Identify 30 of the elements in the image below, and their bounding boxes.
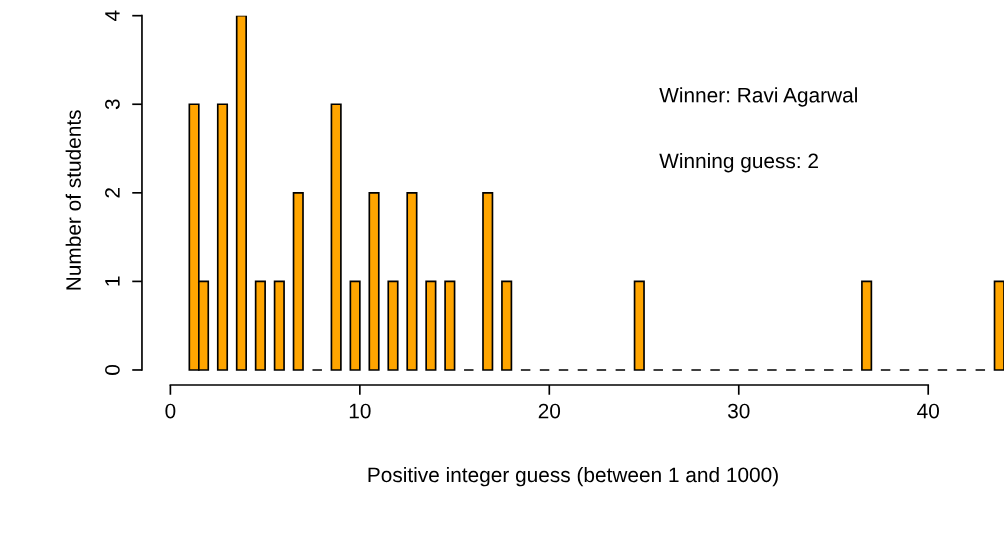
bar <box>273 280 285 371</box>
y-tick-label: 1 <box>105 276 120 286</box>
y-tick-label: 3 <box>105 99 120 110</box>
y-tick-label: 0 <box>105 364 120 375</box>
bar <box>861 280 873 371</box>
bar <box>444 280 456 371</box>
x-tick-label: 10 <box>349 403 371 419</box>
bar <box>254 280 266 371</box>
bar <box>406 191 418 371</box>
y-tick-label: 2 <box>105 188 120 198</box>
bar <box>330 103 342 371</box>
y-axis-title: Number of students <box>65 110 81 290</box>
x-tick-label: 30 <box>727 403 750 419</box>
bar <box>368 191 380 371</box>
x-axis-title: Positive integer guess (between 1 and 1000) <box>368 466 778 487</box>
bar <box>633 280 645 371</box>
bar <box>216 103 229 371</box>
annotation: Winning guess: 2 <box>659 152 818 173</box>
bar <box>501 280 513 371</box>
bar <box>425 280 437 371</box>
x-tick-label: 40 <box>917 403 939 419</box>
x-tick-label: 20 <box>538 403 561 419</box>
y-tick-label: 4 <box>105 10 120 21</box>
x-tick-label: 0 <box>165 403 176 419</box>
bar <box>292 191 304 371</box>
bar <box>387 280 399 371</box>
bar <box>235 15 248 371</box>
annotation: Winner: Ravi Agarwal <box>659 87 857 107</box>
bar <box>482 191 494 371</box>
bar <box>349 280 361 371</box>
